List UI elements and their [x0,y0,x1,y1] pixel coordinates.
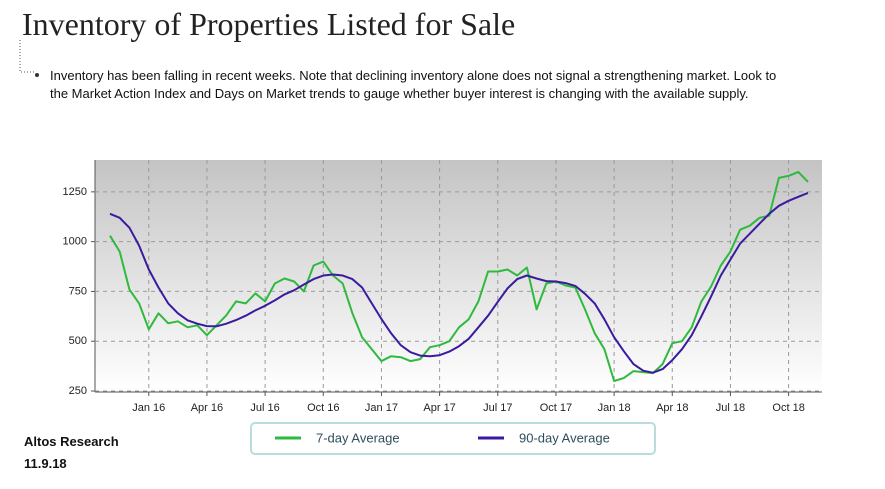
legend-label: 7-day Average [316,430,400,445]
x-tick-label: Jul 18 [716,402,745,414]
x-tick-label: Apr 16 [191,402,223,414]
x-tick-label: Jul 17 [483,402,512,414]
x-tick-label: Oct 18 [772,402,804,414]
x-tick-label: Oct 17 [540,402,572,414]
legend [250,422,656,455]
series-line [109,191,809,374]
bracket [19,40,34,73]
y-tick-label: 750 [69,285,87,297]
note-line: Inventory has been falling in recent wee… [50,68,777,83]
note-line: the Market Action Index and Days on Mark… [50,86,749,101]
y-tick-label: 500 [69,335,87,347]
y-tick-label: 1000 [63,236,87,248]
legend-label: 90-day Average [519,430,610,445]
y-tick-label: 250 [69,385,87,397]
plot-background [95,160,822,392]
x-tick-label: Apr 17 [423,402,455,414]
source: Altos Research [24,434,119,449]
date: 11.9.18 [24,456,67,471]
x-tick-label: Jan 16 [132,402,165,414]
y-tick-label: 1250 [63,186,87,198]
x-tick-label: Jan 18 [598,402,631,414]
page-title: Inventory of Properties Listed for Sale [22,6,516,42]
x-tick-label: Jul 16 [250,402,279,414]
bullet [35,73,39,77]
x-tick-label: Oct 16 [307,402,339,414]
x-tick-label: Jan 17 [365,402,398,414]
series-line [109,170,809,382]
x-tick-label: Apr 18 [656,402,688,414]
